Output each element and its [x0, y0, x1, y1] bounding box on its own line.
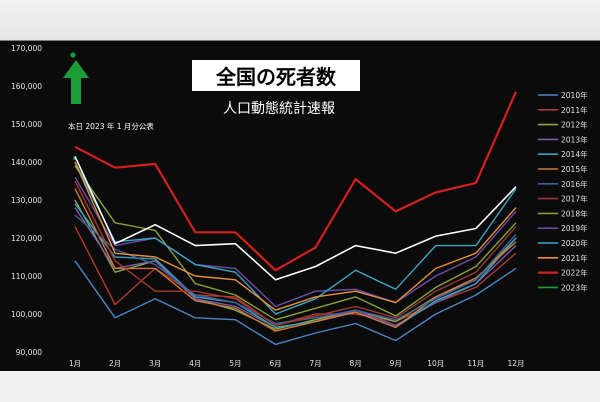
legend-label: 2017年	[561, 194, 588, 204]
legend-label: 2011年	[561, 105, 588, 115]
release-annotation: 本日 2023 年 1 月分公表	[68, 121, 154, 131]
x-tick-label: 7月	[309, 359, 321, 368]
legend-label: 2013年	[561, 134, 588, 144]
x-tick-label: 6月	[269, 359, 281, 368]
series-line-2020年	[74, 161, 517, 315]
x-tick-label: 10月	[427, 359, 444, 368]
y-tick-label: 110,000	[11, 272, 42, 281]
series-line-2011年	[74, 226, 517, 327]
title-box	[192, 60, 360, 91]
legend-label: 2020年	[561, 238, 588, 248]
x-tick-label: 8月	[349, 359, 361, 368]
legend-label: 2010年	[561, 90, 588, 100]
y-tick-label: 160,000	[11, 82, 42, 91]
legend-label: 2015年	[561, 164, 588, 174]
y-tick-label: 170,000	[11, 44, 42, 53]
series-line-2014年	[74, 203, 517, 328]
legend-label: 2018年	[561, 208, 588, 218]
legend-label: 2012年	[561, 120, 588, 130]
y-tick-label: 100,000	[11, 310, 42, 319]
y-tick-label: 150,000	[11, 120, 42, 129]
series-line-max	[74, 155, 517, 281]
chart-panel	[0, 41, 600, 371]
x-tick-label: 12月	[507, 359, 524, 368]
chart-title: 全国の死者数	[215, 65, 337, 89]
x-tick-label: 2月	[109, 359, 121, 368]
series-line-2012年	[74, 199, 517, 330]
series-line-2019年	[74, 176, 517, 308]
x-tick-label: 11月	[467, 359, 484, 368]
legend: 2010年 2011年 2012年 2013年 2014年 2015年 2016年 2017年…	[538, 90, 588, 292]
y-axis-ticks: 90,000 100,000 110,000 120,000 130,000 140,00…	[11, 44, 42, 357]
x-tick-label: 5月	[229, 359, 241, 368]
series-line-2010年	[74, 260, 517, 346]
x-axis-ticks: 1月 2月 3月 4月 5月 6月 7月 8月 9月 10月 11月 12月	[69, 359, 525, 368]
legend-label: 2014年	[561, 149, 588, 159]
series-line-2015年	[74, 188, 517, 332]
x-tick-label: 9月	[390, 359, 402, 368]
series-line-2022年	[74, 91, 518, 272]
y-tick-label: 90,000	[16, 348, 42, 357]
legend-label: 2023年	[561, 282, 588, 292]
legend-label: 2019年	[561, 223, 588, 233]
legend-label: 2016年	[561, 179, 588, 189]
x-tick-label: 1月	[69, 359, 81, 368]
series-lines	[73, 91, 518, 346]
x-tick-label: 3月	[149, 359, 161, 368]
series-line-2021年	[74, 161, 517, 311]
legend-label: 2021年	[561, 253, 588, 263]
y-tick-label: 140,000	[11, 158, 42, 167]
bottom-bar	[0, 371, 600, 402]
legend-label: 2022年	[561, 268, 588, 278]
up-arrow-icon	[63, 52, 89, 104]
x-tick-label: 4月	[189, 359, 201, 368]
y-tick-label: 120,000	[11, 234, 42, 243]
series-line-2013年	[74, 207, 517, 328]
series-line-2017年	[74, 180, 517, 327]
series-line-2018年	[74, 165, 517, 321]
y-tick-label: 130,000	[11, 196, 42, 205]
chart-subtitle: 人口動態統計速報	[223, 101, 335, 117]
